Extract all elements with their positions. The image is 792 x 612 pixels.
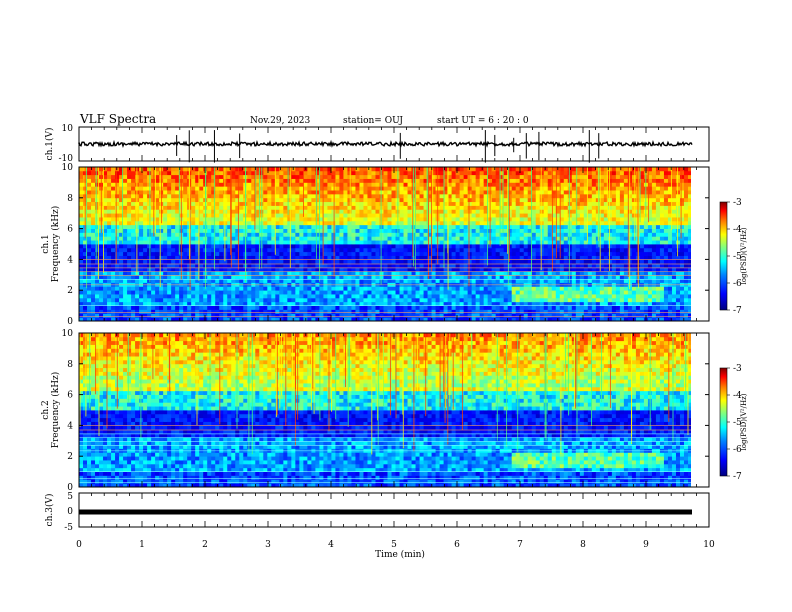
x-tick-label-3: 3 xyxy=(265,540,271,550)
ch2-yticks-label-1: 2 xyxy=(67,452,73,462)
x-tick-label-2: 2 xyxy=(202,540,208,550)
x-tick-label-9: 9 xyxy=(643,540,649,550)
cb1-ticks-label-4: -7 xyxy=(733,306,742,316)
cb2-ticks-label-4: -7 xyxy=(733,472,742,482)
x-tick-label-4: 4 xyxy=(328,540,334,550)
cb1-ticks-label-2: -5 xyxy=(733,252,742,262)
figure-title: VLF Spectra xyxy=(79,112,156,126)
ch1-waveform-panel: 10 -10 ch.1(V) xyxy=(44,124,710,164)
ch3-ytick-top: 5 xyxy=(67,492,73,502)
ch1-spectrogram-panel: 0 2 4 6 8 10 ch.1 Frequency (kHz) -3 -4 -5 -6 -7 … xyxy=(41,163,748,327)
ch1-yticks-label-4: 8 xyxy=(67,194,73,204)
x-tick-label-7: 7 xyxy=(517,540,523,550)
ch2-colorbar: -3 -4 -5 -6 -7 log(PSD)(V²/Hz) xyxy=(719,364,748,482)
ch2-spec-ylabel-frequency: Frequency (kHz) xyxy=(50,372,61,449)
ch1-waveform-noise xyxy=(78,139,693,149)
ch1-spec-ylabel-frequency: Frequency (kHz) xyxy=(50,206,61,283)
time-ticks xyxy=(78,127,710,527)
ch3-waveform-panel: 5 0 -5 ch.3(V) xyxy=(44,492,710,533)
x-tick-label-8: 8 xyxy=(580,540,586,550)
cb2-ticks-label-1: -4 xyxy=(733,391,742,401)
ch2-yticks-label-3: 6 xyxy=(67,391,73,401)
ch1-colorbar: -3 -4 -5 -6 -7 log(PSD)(V²/Hz) xyxy=(719,198,748,316)
cb2-ticks-label-2: -5 xyxy=(733,418,742,428)
ch1-spec-ylabel-channel: ch.1 xyxy=(41,234,51,253)
cb2-ticks-label-0: -3 xyxy=(733,364,742,374)
ch1-ytick-bottom: -10 xyxy=(59,154,74,164)
x-tick-label-1: 1 xyxy=(139,540,145,550)
cb1-ticks-label-3: -6 xyxy=(733,279,742,289)
ch2-yticks-label-2: 4 xyxy=(67,421,73,431)
ch1-ylabel: ch.1(V) xyxy=(44,128,55,161)
station-label: station= OUJ xyxy=(343,116,403,126)
ch2-spectrogram-panel: 0 2 4 6 8 10 ch.2 Frequency (kHz) -3 -4 -5 -6 -7 … xyxy=(41,329,748,493)
ch2-spec-ylabel-channel: ch.2 xyxy=(41,400,51,419)
ch1-yticks-label-2: 4 xyxy=(67,255,73,265)
x-tick-label-6: 6 xyxy=(454,540,460,550)
date-label: Nov.29, 2023 xyxy=(250,116,311,126)
ch1-yticks-label-1: 2 xyxy=(67,286,73,296)
x-tick-label-10: 10 xyxy=(703,540,715,550)
cb1-ticks-label-1: -4 xyxy=(733,225,742,235)
ch2-yticks-label-0: 0 xyxy=(67,483,73,493)
ch1-yticks-label-5: 10 xyxy=(62,163,74,173)
start-time-label: start UT = 6 : 20 : 0 xyxy=(437,116,529,126)
x-axis-tick-labels: 0 1 2 3 4 5 6 7 8 9 10 xyxy=(76,540,715,550)
ch1-waveform-trace xyxy=(78,130,693,163)
ch3-ylabel: ch.3(V) xyxy=(44,494,55,527)
ch1-ytick-top: 10 xyxy=(62,124,74,134)
cb1-ticks-label-0: -3 xyxy=(733,198,742,208)
ch1-yticks-label-0: 0 xyxy=(67,317,73,327)
ch1-spectrogram-image xyxy=(79,167,691,321)
ch2-colorbar-label: log(PSD)(V²/Hz) xyxy=(740,393,748,450)
x-axis-label: Time (min) xyxy=(375,549,425,560)
ch3-ytick-mid: 0 xyxy=(67,507,73,517)
x-tick-label-5: 5 xyxy=(391,540,397,550)
ch1-colorbar-label: log(PSD)(V²/Hz) xyxy=(740,227,748,284)
ch2-yticks-label-5: 10 xyxy=(62,329,74,339)
x-tick-label-0: 0 xyxy=(76,540,82,550)
ch2-yticks-label-4: 8 xyxy=(67,360,73,370)
ch3-ytick-bottom: -5 xyxy=(64,523,73,533)
ch2-spectrogram-image xyxy=(79,333,691,487)
cb2-ticks-label-3: -6 xyxy=(733,445,742,455)
ch1-yticks-label-3: 6 xyxy=(67,225,73,235)
